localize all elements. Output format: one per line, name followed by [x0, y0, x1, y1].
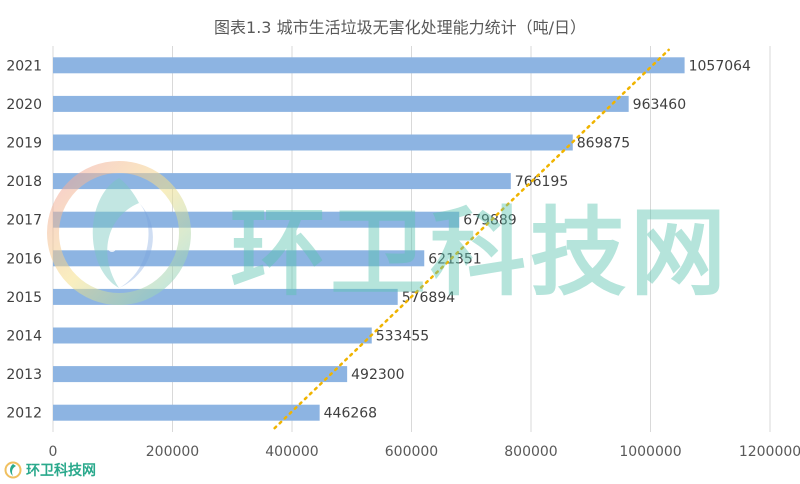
x-tick-label: 0: [49, 444, 58, 460]
bar-2013: [53, 366, 348, 383]
data-label: 446268: [324, 406, 377, 422]
data-label: 766195: [515, 174, 568, 190]
category-label: 2012: [6, 406, 42, 422]
bar-2019: [53, 134, 573, 151]
bar-2016: [53, 250, 425, 267]
bar-2020: [53, 95, 629, 112]
category-label: 2015: [6, 290, 42, 306]
x-tick-label: 400000: [265, 444, 318, 460]
category-label: 2018: [6, 174, 42, 190]
x-tick-label: 1000000: [619, 444, 681, 460]
x-tick-label: 200000: [146, 444, 199, 460]
trendline: [273, 48, 670, 430]
x-tick-label: 1200000: [739, 444, 800, 460]
x-tick-label: 800000: [504, 444, 557, 460]
category-label: 2020: [6, 97, 42, 113]
data-label: 679889: [463, 213, 516, 229]
category-label: 2019: [6, 136, 42, 152]
bar-2015: [53, 288, 398, 305]
category-label: 2013: [6, 367, 42, 383]
data-label: 492300: [351, 367, 404, 383]
bar-2021: [53, 57, 685, 74]
data-label: 576894: [402, 290, 456, 306]
bar-2017: [53, 211, 460, 228]
x-tick-label: 600000: [385, 444, 438, 460]
bar-2014: [53, 327, 372, 344]
data-label: 621351: [428, 251, 481, 267]
watermark-small: 环卫科技网: [4, 460, 96, 480]
category-label: 2021: [6, 58, 42, 74]
category-label: 2017: [6, 213, 42, 229]
data-label: 533455: [376, 329, 429, 345]
data-label: 1057064: [689, 58, 751, 74]
watermark-small-logo-icon: [4, 461, 22, 479]
bar-2012: [53, 404, 320, 421]
category-label: 2016: [6, 251, 42, 267]
category-label: 2014: [6, 329, 42, 345]
bar-2018: [53, 173, 511, 190]
chart-title: 图表1.3 城市生活垃圾无害化处理能力统计（吨/日）: [214, 18, 586, 37]
watermark-small-text: 环卫科技网: [26, 463, 96, 479]
data-label: 963460: [633, 97, 686, 113]
data-label: 869875: [577, 136, 630, 152]
